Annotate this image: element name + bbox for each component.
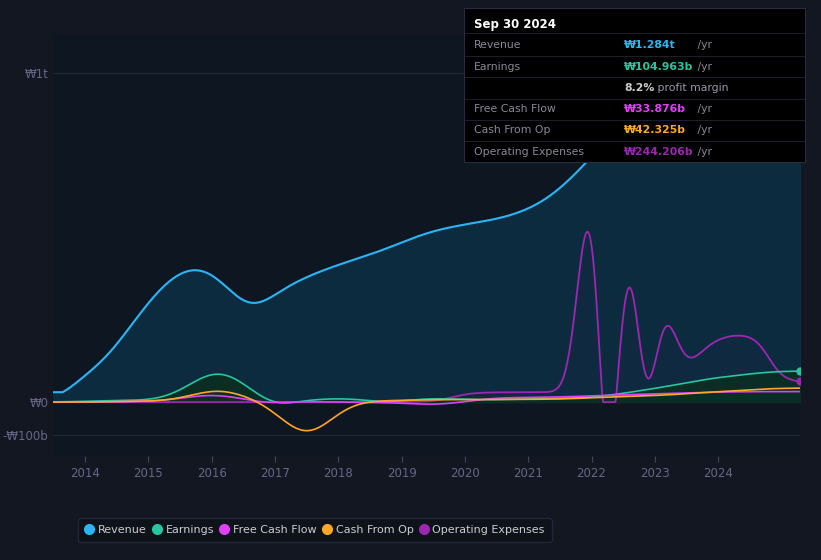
Text: /yr: /yr	[694, 62, 712, 72]
Text: ₩42.325b: ₩42.325b	[624, 125, 686, 136]
Text: ₩1.284t: ₩1.284t	[624, 40, 676, 50]
Text: ₩244.206b: ₩244.206b	[624, 147, 694, 157]
Text: Sep 30 2024: Sep 30 2024	[474, 17, 556, 31]
Text: /yr: /yr	[694, 147, 712, 157]
Text: Revenue: Revenue	[474, 40, 521, 50]
Text: /yr: /yr	[694, 104, 712, 114]
Legend: Revenue, Earnings, Free Cash Flow, Cash From Op, Operating Expenses: Revenue, Earnings, Free Cash Flow, Cash …	[78, 519, 552, 542]
Text: Earnings: Earnings	[474, 62, 521, 72]
Text: Cash From Op: Cash From Op	[474, 125, 550, 136]
Text: /yr: /yr	[694, 40, 712, 50]
Text: ₩104.963b: ₩104.963b	[624, 62, 694, 72]
Text: 8.2%: 8.2%	[624, 83, 654, 93]
Text: ₩33.876b: ₩33.876b	[624, 104, 686, 114]
Text: profit margin: profit margin	[654, 83, 728, 93]
Text: Operating Expenses: Operating Expenses	[474, 147, 584, 157]
Text: Free Cash Flow: Free Cash Flow	[474, 104, 556, 114]
Text: /yr: /yr	[694, 125, 712, 136]
